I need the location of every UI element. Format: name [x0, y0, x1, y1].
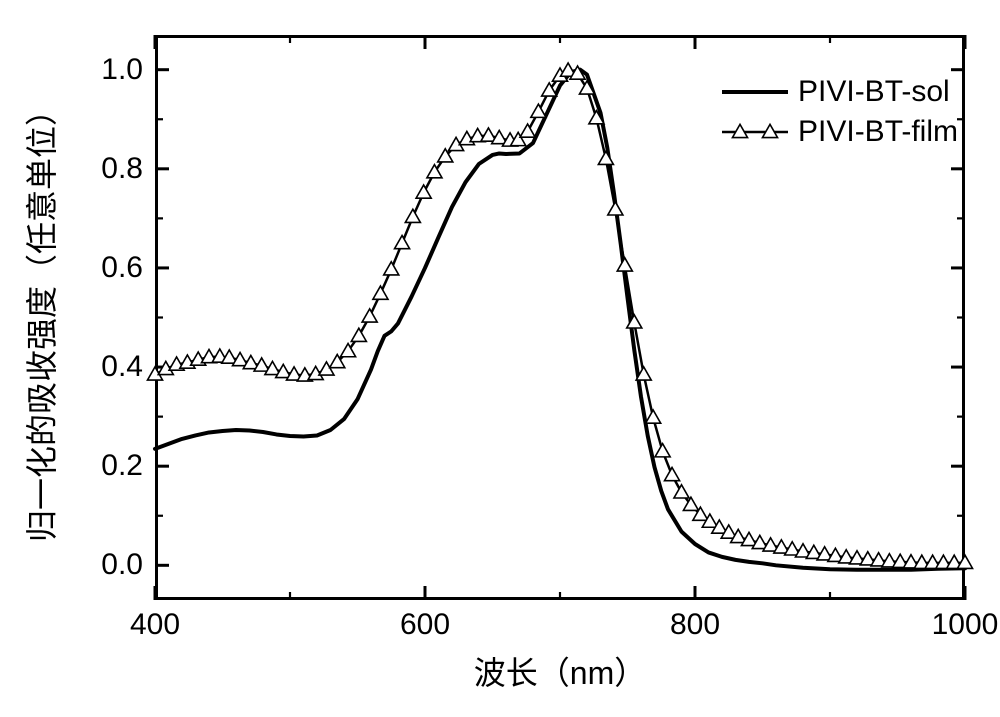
x-tick-label: 1000 — [932, 608, 999, 642]
legend-item: PIVI-BT-sol — [720, 75, 958, 109]
y-tick-label: 0.4 — [101, 350, 143, 384]
x-axis-label: 波长（nm） — [474, 648, 646, 694]
y-tick-label: 0.8 — [101, 152, 143, 186]
figure: 4006008001000 0.00.20.40.60.81.0 波长（nm） … — [0, 0, 1000, 717]
legend-swatch — [720, 80, 790, 104]
y-tick-label: 1.0 — [101, 53, 143, 87]
y-tick-label: 0.6 — [101, 251, 143, 285]
x-tick-label: 600 — [400, 608, 450, 642]
y-tick-label: 0.2 — [101, 449, 143, 483]
legend-label: PIVI-BT-sol — [798, 75, 950, 109]
x-tick-label: 400 — [130, 608, 180, 642]
legend: PIVI-BT-sol PIVI-BT-film — [720, 75, 958, 149]
legend-item: PIVI-BT-film — [720, 115, 958, 149]
x-tick-label: 800 — [670, 608, 720, 642]
legend-swatch — [720, 120, 790, 144]
legend-label: PIVI-BT-film — [798, 115, 958, 149]
y-tick-label: 0.0 — [101, 548, 143, 582]
y-axis-label: 归一化的吸收强度（任意单位） — [17, 93, 63, 541]
